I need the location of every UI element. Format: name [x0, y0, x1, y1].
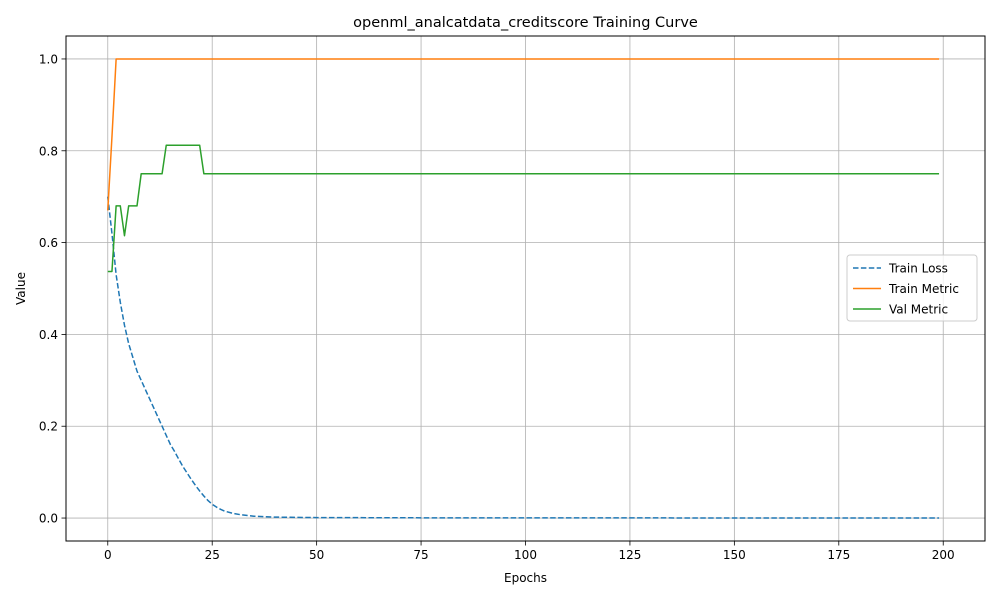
series-line-train-loss — [107, 196, 940, 519]
legend-label: Train Loss — [888, 262, 948, 276]
series-line-train-metric — [107, 58, 940, 211]
x-tick-label: 100 — [514, 548, 537, 562]
x-tick-label: 200 — [932, 548, 955, 562]
plot-series — [107, 58, 940, 519]
legend-label: Train Metric — [888, 282, 959, 296]
x-tick-label: 50 — [309, 548, 324, 562]
x-tick-label: 25 — [205, 548, 220, 562]
y-tick-label: 0.6 — [39, 236, 58, 250]
x-tick-label: 0 — [104, 548, 112, 562]
axis-ticks: 0 25 50 75 100 125 150 175 200 0.0 0.2 0.4 0.6 0.8 1.0 — [39, 52, 955, 562]
x-tick-label: 125 — [618, 548, 641, 562]
legend-label: Val Metric — [889, 303, 948, 317]
y-axis-label: Value — [14, 272, 28, 305]
y-tick-label: 0.0 — [39, 512, 58, 526]
legend: Train Loss Train Metric Val Metric — [846, 254, 978, 322]
y-tick-label: 1.0 — [39, 52, 58, 66]
y-tick-label: 0.4 — [39, 328, 58, 342]
series-line-val-metric — [107, 144, 940, 273]
legend-box — [846, 254, 978, 322]
chart-title: openml_analcatdata_creditscore Training … — [353, 15, 698, 31]
x-tick-label: 150 — [723, 548, 746, 562]
x-tick-label: 175 — [827, 548, 850, 562]
x-tick-label: 75 — [413, 548, 428, 562]
y-tick-label: 0.8 — [39, 144, 58, 158]
y-tick-label: 0.2 — [39, 420, 58, 434]
x-axis-label: Epochs — [504, 571, 547, 585]
